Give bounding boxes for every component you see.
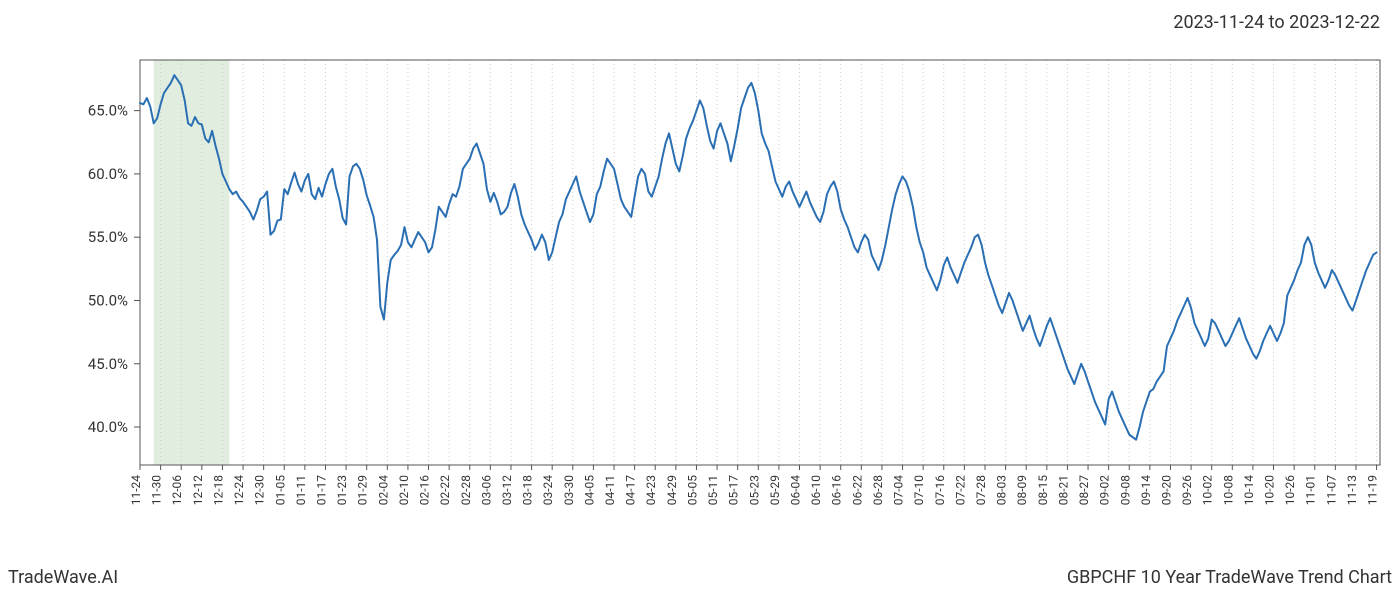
- svg-text:45.0%: 45.0%: [88, 355, 128, 373]
- svg-text:05-23: 05-23: [747, 475, 761, 505]
- svg-text:03-06: 03-06: [479, 475, 493, 506]
- trend-chart: 40.0% 45.0% 50.0% 55.0% 60.0% 65.0% 11-24 11-30…: [0, 45, 1400, 540]
- svg-text:40.0%: 40.0%: [88, 418, 128, 436]
- svg-text:12-24: 12-24: [232, 475, 246, 506]
- svg-text:08-21: 08-21: [1056, 475, 1070, 505]
- svg-text:02-04: 02-04: [376, 475, 390, 506]
- svg-text:08-09: 08-09: [1015, 475, 1029, 505]
- svg-text:07-04: 07-04: [892, 475, 906, 506]
- svg-text:10-08: 10-08: [1221, 475, 1235, 506]
- svg-text:02-22: 02-22: [438, 475, 452, 506]
- svg-text:03-24: 03-24: [541, 475, 555, 506]
- footer-chart-title: GBPCHF 10 Year TradeWave Trend Chart: [1067, 567, 1392, 588]
- svg-text:11-07: 11-07: [1324, 475, 1338, 506]
- svg-text:01-29: 01-29: [356, 475, 370, 505]
- svg-text:11-13: 11-13: [1345, 475, 1359, 505]
- svg-text:04-11: 04-11: [603, 475, 617, 505]
- svg-text:08-15: 08-15: [1036, 475, 1050, 506]
- svg-text:02-10: 02-10: [397, 475, 411, 506]
- footer-brand: TradeWave.AI: [8, 567, 118, 588]
- svg-text:05-05: 05-05: [685, 475, 699, 506]
- svg-text:05-11: 05-11: [706, 475, 720, 505]
- svg-text:05-29: 05-29: [768, 475, 782, 505]
- svg-text:03-18: 03-18: [521, 475, 535, 506]
- svg-text:06-28: 06-28: [871, 475, 885, 506]
- svg-text:10-14: 10-14: [1242, 475, 1256, 506]
- svg-text:10-02: 10-02: [1201, 475, 1215, 506]
- svg-text:02-16: 02-16: [418, 475, 432, 506]
- svg-text:11-24: 11-24: [129, 475, 143, 506]
- svg-text:11-30: 11-30: [150, 475, 164, 506]
- svg-text:01-23: 01-23: [335, 475, 349, 505]
- svg-text:06-22: 06-22: [850, 475, 864, 506]
- svg-text:08-27: 08-27: [1077, 475, 1091, 506]
- svg-text:08-03: 08-03: [995, 475, 1009, 505]
- svg-text:06-16: 06-16: [830, 475, 844, 506]
- svg-text:10-20: 10-20: [1263, 475, 1277, 506]
- svg-text:12-06: 12-06: [170, 475, 184, 506]
- svg-text:04-23: 04-23: [644, 475, 658, 505]
- svg-text:11-01: 11-01: [1304, 475, 1318, 505]
- svg-text:01-05: 01-05: [273, 475, 287, 506]
- svg-text:09-26: 09-26: [1180, 475, 1194, 506]
- svg-text:60.0%: 60.0%: [88, 165, 128, 183]
- svg-text:07-28: 07-28: [974, 475, 988, 506]
- svg-text:09-02: 09-02: [1098, 475, 1112, 506]
- date-range: 2023-11-24 to 2023-12-22: [1173, 12, 1380, 33]
- svg-text:65.0%: 65.0%: [88, 102, 128, 120]
- svg-text:55.0%: 55.0%: [88, 228, 128, 246]
- svg-text:06-10: 06-10: [809, 475, 823, 506]
- svg-text:09-14: 09-14: [1139, 475, 1153, 506]
- svg-text:02-28: 02-28: [459, 475, 473, 506]
- svg-text:11-19: 11-19: [1366, 475, 1380, 505]
- svg-text:01-11: 01-11: [294, 475, 308, 505]
- svg-text:01-17: 01-17: [314, 475, 328, 506]
- svg-text:12-18: 12-18: [211, 475, 225, 506]
- svg-text:03-30: 03-30: [562, 475, 576, 506]
- svg-text:09-20: 09-20: [1159, 475, 1173, 506]
- svg-text:12-12: 12-12: [191, 475, 205, 506]
- svg-text:03-12: 03-12: [500, 475, 514, 506]
- svg-text:12-30: 12-30: [253, 475, 267, 506]
- svg-text:05-17: 05-17: [727, 475, 741, 506]
- svg-text:50.0%: 50.0%: [88, 291, 128, 309]
- svg-text:07-10: 07-10: [912, 475, 926, 506]
- svg-text:10-26: 10-26: [1283, 475, 1297, 506]
- svg-text:04-05: 04-05: [582, 475, 596, 506]
- svg-text:04-17: 04-17: [624, 475, 638, 506]
- svg-text:06-04: 06-04: [789, 475, 803, 506]
- svg-text:07-22: 07-22: [953, 475, 967, 506]
- svg-text:09-08: 09-08: [1118, 475, 1132, 506]
- svg-text:07-16: 07-16: [933, 475, 947, 506]
- svg-text:04-29: 04-29: [665, 475, 679, 505]
- chart-svg: 40.0% 45.0% 50.0% 55.0% 60.0% 65.0% 11-24 11-30…: [0, 45, 1400, 540]
